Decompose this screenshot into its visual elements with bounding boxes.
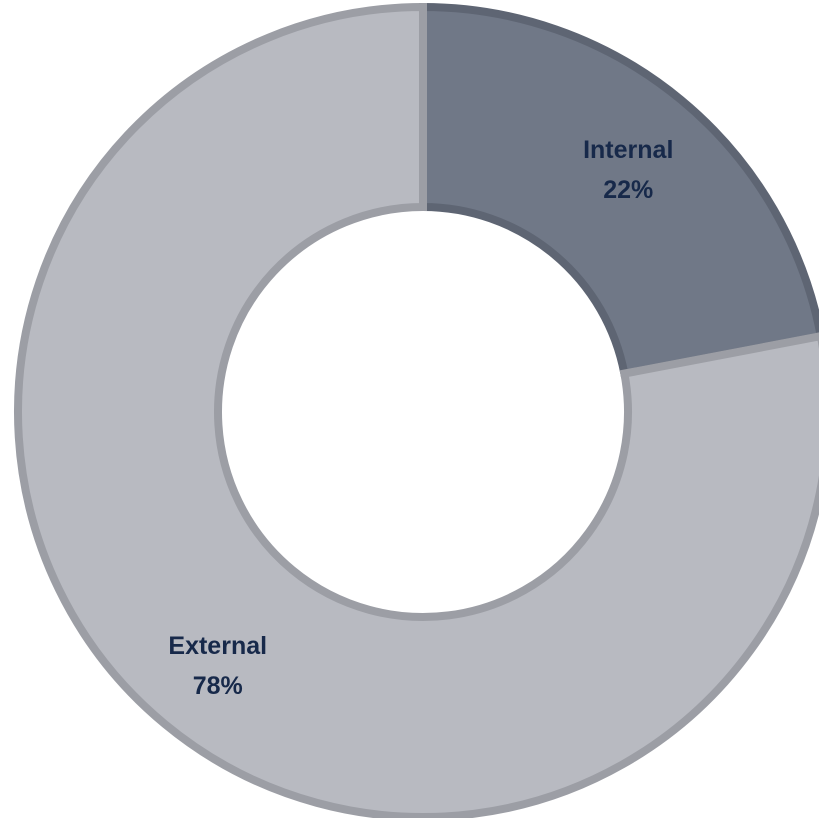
slice-name-internal: Internal <box>583 136 673 164</box>
slice-name-external: External <box>168 632 267 660</box>
labels-layer: Internal 22% External 78% <box>168 136 673 700</box>
slice-label-external: External 78% <box>168 632 267 700</box>
slice-external <box>14 2 819 818</box>
slice-label-internal: Internal 22% <box>583 136 673 204</box>
slices-layer <box>14 2 819 818</box>
slice-value-internal: 22% <box>603 176 653 204</box>
slice-internal <box>419 2 819 379</box>
slice-value-external: 78% <box>193 672 243 700</box>
